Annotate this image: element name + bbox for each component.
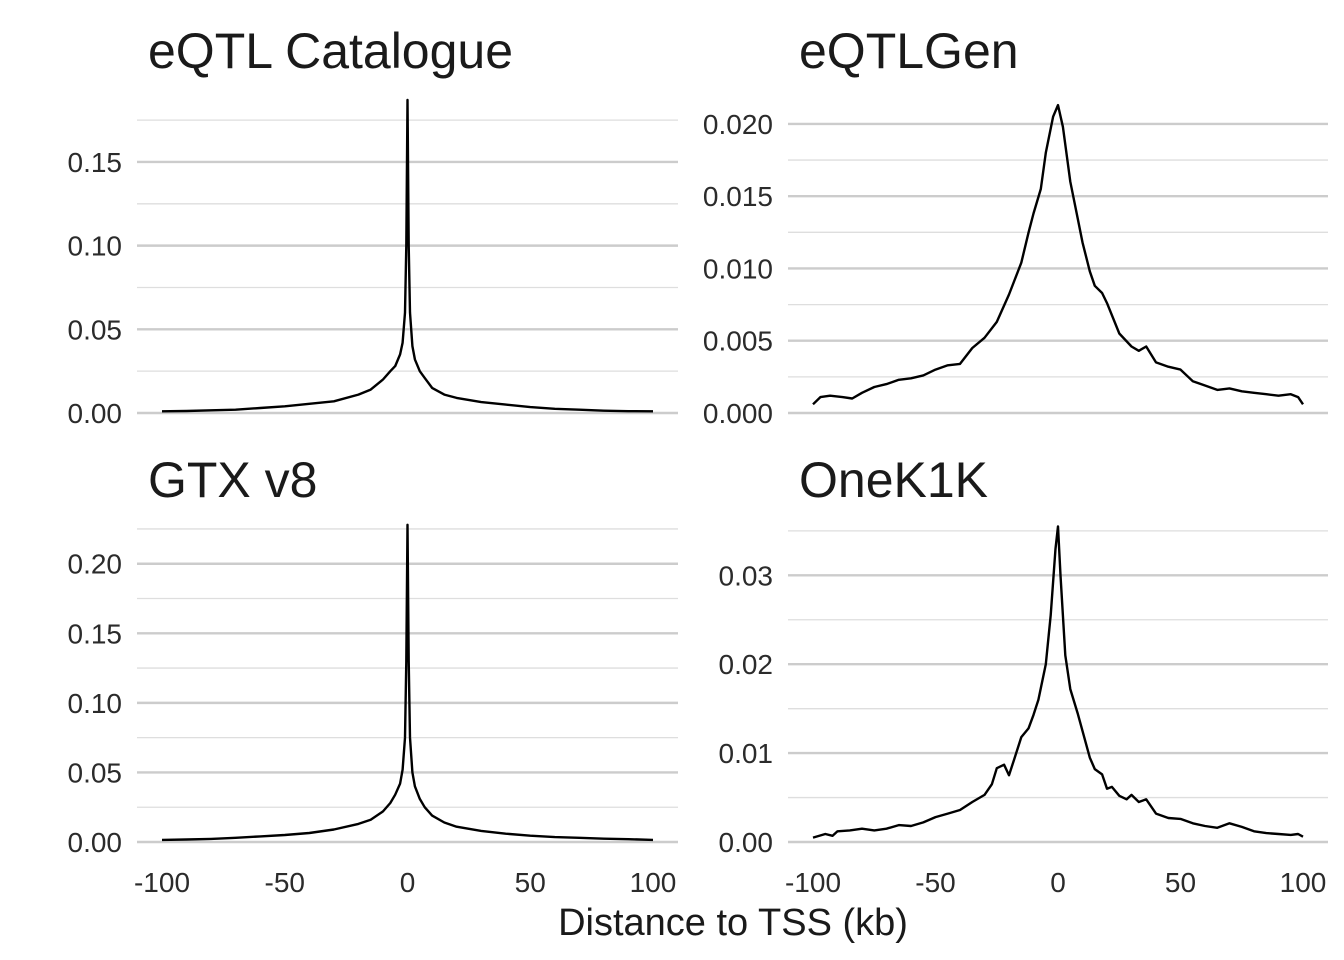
y-tick-label: 0.02 bbox=[719, 649, 774, 680]
y-tick-label: 0.05 bbox=[68, 314, 123, 345]
y-tick-label: 0.10 bbox=[68, 688, 123, 719]
x-tick-label: 100 bbox=[1280, 867, 1327, 898]
y-tick-label: 0.005 bbox=[703, 326, 773, 357]
x-tick-label: 50 bbox=[1165, 867, 1196, 898]
x-tick-label: -100 bbox=[134, 867, 190, 898]
y-tick-label: 0.000 bbox=[703, 398, 773, 429]
y-tick-label: 0.05 bbox=[68, 757, 123, 788]
y-tick-label: 0.20 bbox=[68, 549, 123, 580]
panel-1: 0.00 0.05 0.10 0.15 eQTL Catalogue bbox=[68, 23, 678, 429]
y-tick-label: 0.020 bbox=[703, 109, 773, 140]
y-tick-label: 0.00 bbox=[719, 827, 774, 858]
x-tick-label: 0 bbox=[400, 867, 416, 898]
x-tick-label: -50 bbox=[915, 867, 955, 898]
panel-title: GTX v8 bbox=[148, 452, 317, 508]
y-tick-label: 0.010 bbox=[703, 253, 773, 284]
density-line bbox=[812, 103, 1304, 406]
panel-title: eQTLGen bbox=[799, 23, 1019, 79]
y-tick-label: 0.10 bbox=[68, 231, 123, 262]
y-tick-label: 0.15 bbox=[68, 147, 123, 178]
y-tick-label: 0.015 bbox=[703, 181, 773, 212]
x-tick-label: 100 bbox=[630, 867, 677, 898]
y-tick-label: 0.15 bbox=[68, 618, 123, 649]
x-tick-label: 0 bbox=[1050, 867, 1066, 898]
panel-title: eQTL Catalogue bbox=[148, 23, 513, 79]
density-line bbox=[161, 523, 654, 842]
y-tick-label: 0.00 bbox=[68, 398, 123, 429]
panel-4: 0.00 0.01 0.02 0.03 -100 -50 0 50 100 OneK1K bbox=[719, 452, 1328, 898]
density-line bbox=[161, 98, 654, 413]
x-tick-label: -50 bbox=[265, 867, 305, 898]
panel-title: OneK1K bbox=[799, 452, 988, 508]
x-tick-label: 50 bbox=[515, 867, 546, 898]
density-line bbox=[812, 525, 1304, 839]
panel-3: 0.00 0.05 0.10 0.15 0.20 -100 -50 0 50 100 GTX v8 bbox=[68, 452, 678, 898]
y-tick-label: 0.03 bbox=[719, 560, 774, 591]
y-tick-label: 0.00 bbox=[68, 827, 123, 858]
panel-2: 0.000 0.005 0.010 0.015 0.020 eQTLGen bbox=[703, 23, 1328, 429]
x-axis-title: Distance to TSS (kb) bbox=[558, 902, 908, 944]
y-tick-label: 0.01 bbox=[719, 738, 774, 769]
x-tick-label: -100 bbox=[785, 867, 841, 898]
